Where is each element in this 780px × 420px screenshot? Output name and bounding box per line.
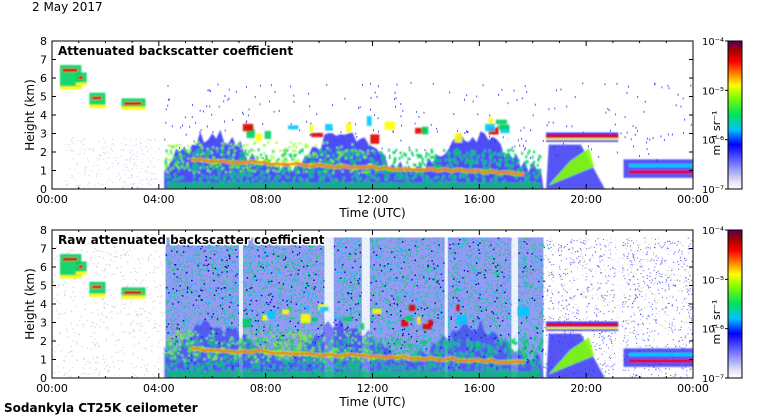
y-tick-label: 6 [40, 72, 47, 85]
y-tick-label: 0 [40, 372, 47, 385]
x-tick-label: 04:00 [143, 193, 175, 206]
y-tick-label: 3 [40, 128, 47, 141]
colorbar-tick-label: 10⁻⁵ [702, 275, 724, 286]
x-tick-label: 20:00 [570, 382, 602, 395]
y-tick-label: 8 [40, 35, 47, 48]
x-tick-label: 12:00 [357, 382, 389, 395]
y-tick-label: 1 [40, 165, 47, 178]
y-tick-label: 6 [40, 261, 47, 274]
date-label: 2 May 2017 [32, 0, 103, 14]
panel-title-halo: Raw attenuated backscatter coefficient [58, 233, 325, 247]
y-tick-label: 2 [40, 335, 47, 348]
colorbar-tick-label: 10⁻⁷ [702, 185, 724, 196]
colorbar-tick-label: 10⁻⁷ [702, 374, 724, 385]
colorbar [727, 40, 743, 190]
colorbar-tick-label: 10⁻⁴ [702, 37, 724, 48]
y-tick-label: 7 [40, 54, 47, 67]
panel-title: Attenuated backscatter coefficient [58, 44, 293, 58]
x-tick-label: 00:00 [677, 193, 709, 206]
x-axis-label: Time (UTC) [338, 206, 405, 220]
x-tick-label: 04:00 [143, 382, 175, 395]
y-axis-label: Height (km) [23, 79, 37, 150]
y-tick-label: 4 [40, 298, 47, 311]
x-tick-label: 00:00 [677, 382, 709, 395]
y-tick-label: 5 [40, 280, 47, 293]
y-tick-label: 2 [40, 146, 47, 159]
x-tick-label: 16:00 [463, 193, 495, 206]
panel-title-halo: Attenuated backscatter coefficient [58, 44, 293, 58]
colorbar [727, 229, 743, 379]
x-tick-label: 16:00 [463, 382, 495, 395]
y-tick-label: 0 [40, 183, 47, 196]
colorbar-tick-label: 10⁻⁵ [702, 86, 724, 97]
y-tick-label: 5 [40, 91, 47, 104]
colorbar-label: m⁻¹ sr⁻¹ [710, 300, 723, 345]
plot-area-2 [52, 230, 693, 378]
x-tick-label: 12:00 [357, 193, 389, 206]
y-tick-label: 3 [40, 317, 47, 330]
colorbar-label: m⁻¹ sr⁻¹ [710, 111, 723, 156]
x-tick-label: 08:00 [250, 193, 282, 206]
y-tick-label: 8 [40, 224, 47, 237]
colorbar-tick-label: 10⁻⁶ [702, 136, 724, 147]
y-tick-label: 1 [40, 354, 47, 367]
instrument-label: Sodankyla CT25K ceilometer [4, 401, 198, 415]
colorbar-tick-label: 10⁻⁶ [702, 325, 724, 336]
x-tick-label: 08:00 [250, 382, 282, 395]
y-tick-label: 4 [40, 109, 47, 122]
panel-title: Raw attenuated backscatter coefficient [58, 233, 325, 247]
x-tick-label: 00:00 [36, 382, 68, 395]
x-axis-label: Time (UTC) [338, 395, 405, 409]
plot-area-1 [52, 41, 693, 189]
x-tick-label: 00:00 [36, 193, 68, 206]
x-tick-label: 20:00 [570, 193, 602, 206]
y-axis-label: Height (km) [23, 268, 37, 339]
y-tick-label: 7 [40, 243, 47, 256]
colorbar-tick-label: 10⁻⁴ [702, 226, 724, 237]
